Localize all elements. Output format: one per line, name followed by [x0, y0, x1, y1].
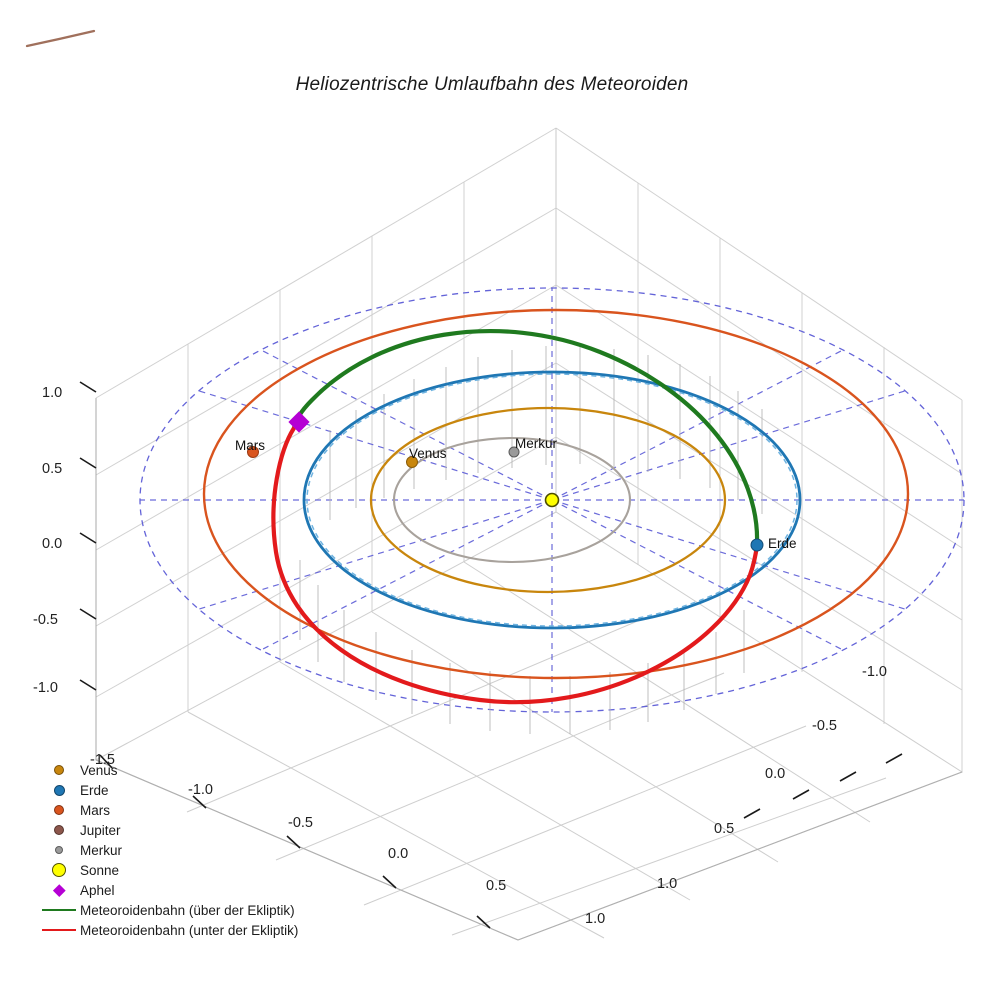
x-axis-tick-label: -0.5 — [288, 815, 313, 831]
legend-dot-icon — [38, 805, 80, 815]
marker-swatch — [53, 784, 65, 796]
legend-item-label: Jupiter — [80, 822, 121, 838]
legend-item[interactable]: Sonne — [38, 860, 368, 880]
legend-item-label: Sonne — [80, 862, 120, 878]
legend-line-icon — [38, 909, 80, 911]
legend-item-label: Mars — [80, 802, 110, 818]
marker-sonne — [544, 492, 560, 508]
axes-grid — [94, 127, 964, 941]
body-label-merkur: Merkur — [515, 436, 558, 451]
legend-item-label: Merkur — [80, 842, 123, 858]
marker-erde — [750, 538, 764, 552]
legend-diamond-icon — [38, 883, 80, 897]
legend-dot-icon — [38, 846, 80, 854]
merkur-orbit — [392, 436, 632, 564]
page-title: Heliozentrische Umlaufbahn des Meteoroid… — [295, 74, 689, 95]
x-axis-tick-label: 1.0 — [585, 911, 606, 927]
legend-item-label: Venus — [80, 762, 118, 778]
venus-orbit — [369, 406, 727, 594]
y-axis-tick-label: -0.5 — [812, 718, 837, 734]
y-axis-tick-label: 0.5 — [714, 821, 735, 837]
legend-item[interactable]: Merkur — [38, 840, 368, 860]
marker-mars — [247, 446, 259, 458]
meteoroid-orbit-above-ecliptic — [291, 329, 760, 548]
marker-venus — [406, 456, 418, 468]
legend-dot-icon — [38, 863, 80, 877]
erde-orbit — [302, 370, 802, 630]
marker-swatch — [52, 863, 66, 877]
marker-swatch — [54, 805, 64, 815]
droplines — [299, 346, 763, 734]
z-axis-tick-label: 0.5 — [42, 461, 63, 477]
x-axis-tick-label: 0.0 — [388, 846, 409, 862]
legend-dot-icon — [38, 765, 80, 775]
body-label-mars: Mars — [235, 438, 265, 453]
meteoroid-orbit-below-ecliptic — [271, 425, 760, 705]
legend-item-label: Meteoroidenbahn (über der Ekliptik) — [80, 902, 295, 918]
marker-merkur — [508, 446, 520, 458]
line-swatch — [42, 929, 76, 931]
y-axis-tick-label: -1.0 — [862, 664, 887, 680]
legend-item[interactable]: Venus — [38, 760, 368, 780]
body-label-venus: Venus — [409, 446, 447, 461]
legend-item-label: Meteoroidenbahn (unter der Ekliptik) — [80, 922, 299, 938]
legend-dot-icon — [38, 784, 80, 796]
y-axis-tick-label: 1.0 — [657, 876, 678, 892]
marker-swatch — [55, 846, 63, 854]
z-axis-tick-label: 1.0 — [42, 385, 63, 401]
legend-dot-icon — [38, 825, 80, 835]
marker-swatch — [54, 825, 64, 835]
x-axis-tick-label: -1.0 — [188, 782, 213, 798]
legend-item[interactable]: Meteoroidenbahn (unter der Ekliptik) — [38, 920, 368, 940]
radial-spokes — [140, 288, 964, 712]
z-axis-tick-label: 0.0 — [42, 536, 63, 552]
x-axis-tick-label: -1.5 — [90, 752, 115, 768]
legend-item[interactable]: Aphel — [38, 880, 368, 900]
legend-item[interactable]: Jupiter — [38, 820, 368, 840]
marker-swatch — [54, 765, 64, 775]
x-axis-tick-label: 0.5 — [486, 878, 507, 894]
legend-item[interactable]: Meteoroidenbahn (über der Ekliptik) — [38, 900, 368, 920]
legend-line-icon — [38, 929, 80, 931]
legend-item-label: Erde — [80, 782, 109, 798]
legend: Venus Erde Mars Jupiter Merkur Sonne Aphel Mete… — [38, 760, 368, 940]
legend-item[interactable]: Mars — [38, 800, 368, 820]
legend-item-label: Aphel — [80, 882, 115, 898]
body-label-erde: Erde — [768, 536, 797, 551]
legend-item[interactable]: Erde — [38, 780, 368, 800]
y-axis-tick-label: 0.0 — [765, 766, 786, 782]
marker-swatch — [52, 883, 66, 897]
jupiter-orbit — [25, 29, 96, 48]
tick-marks — [79, 381, 903, 929]
mars-orbit — [202, 308, 910, 680]
line-swatch — [42, 909, 76, 911]
z-axis-tick-label: -1.0 — [33, 680, 58, 696]
marker-aphel — [288, 411, 310, 433]
z-axis-tick-label: -0.5 — [33, 612, 58, 628]
